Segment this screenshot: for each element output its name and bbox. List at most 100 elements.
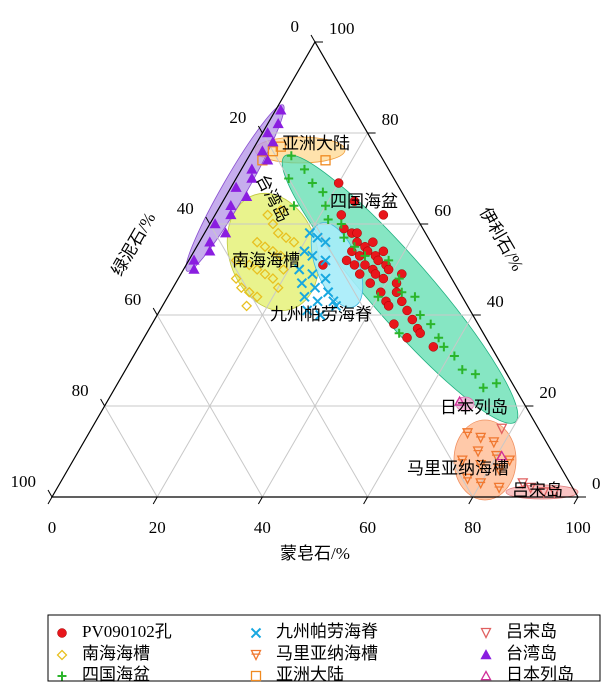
data-point [318, 187, 328, 197]
left-tick-label: 40 [177, 199, 194, 218]
tick-mark [100, 398, 106, 407]
data-point [368, 237, 378, 247]
legend-label: PV090102孔 [82, 622, 172, 641]
data-point [243, 286, 255, 298]
legend-marker [250, 627, 262, 639]
data-point [548, 487, 560, 499]
data-point [312, 296, 323, 307]
data-point [454, 395, 466, 406]
data-point [457, 365, 467, 375]
data-point [267, 273, 279, 285]
data-point [341, 255, 352, 266]
data-point [299, 164, 309, 174]
region-label: 九州帕劳海脊 [270, 305, 372, 324]
x-tick-label: 100 [565, 518, 591, 537]
data-point [304, 227, 315, 239]
right-tick-label: 100 [329, 19, 355, 38]
data-point [360, 251, 370, 261]
grid-line [261, 132, 474, 498]
data-point [241, 300, 253, 312]
x-tick-label: 0 [48, 518, 57, 537]
data-point [349, 242, 359, 252]
data-point [320, 255, 331, 266]
data-point [209, 218, 221, 229]
x-tick-label: 40 [254, 518, 271, 537]
data-point [538, 487, 550, 499]
data-point [475, 478, 487, 490]
region-label: 吕宋岛 [512, 481, 563, 500]
tick-mark [152, 496, 158, 505]
left-tick-label: 80 [72, 381, 89, 400]
data-point [289, 201, 299, 211]
tick-mark [468, 496, 474, 505]
x-tick-label: 80 [464, 518, 481, 537]
legend-marker [480, 627, 492, 639]
legend-marker [57, 628, 67, 638]
data-point [278, 264, 289, 275]
right-tick-label: 80 [382, 110, 399, 129]
data-point [259, 241, 271, 253]
data-point [378, 210, 389, 220]
ternary-frame [50, 40, 580, 498]
data-point [472, 446, 484, 458]
x-tick-label: 20 [149, 518, 166, 537]
data-point [434, 333, 444, 343]
data-point [402, 333, 412, 343]
data-point [320, 236, 331, 248]
data-point [333, 178, 344, 188]
tick-mark [573, 496, 579, 505]
data-point [284, 174, 294, 183]
left-tick-label: 0 [291, 17, 300, 36]
left-tick-label: 100 [11, 472, 37, 491]
right-tick-label: 0 [592, 474, 601, 493]
region-label: 四国海盆 [330, 192, 398, 211]
data-point [299, 246, 310, 257]
data-point [272, 227, 284, 239]
data-point [373, 292, 383, 302]
data-point [383, 301, 394, 311]
legend-marker [250, 670, 262, 682]
data-point [262, 154, 274, 165]
data-point [373, 255, 383, 266]
data-point [225, 209, 237, 220]
data-point [394, 328, 404, 338]
data-point [475, 460, 487, 472]
data-point [230, 181, 242, 192]
legend-box [47, 614, 601, 682]
left-tick-label: 60 [124, 290, 141, 309]
data-point [360, 260, 370, 270]
data-point [251, 264, 263, 275]
data-point [323, 214, 333, 224]
grid-line [261, 223, 421, 498]
legend-marker [57, 671, 67, 681]
data-point [243, 259, 255, 271]
data-point [352, 228, 362, 238]
data-point [349, 196, 360, 206]
data-point [219, 227, 232, 238]
data-point [246, 172, 258, 183]
tick-mark [310, 34, 316, 43]
data-point [312, 232, 323, 243]
data-point [301, 305, 313, 316]
data-point [491, 378, 501, 388]
data-point [384, 255, 394, 265]
data-point [439, 342, 449, 352]
data-point [230, 254, 242, 266]
data-point [493, 464, 505, 476]
data-point [470, 369, 480, 379]
legend-label: 日本列岛 [506, 665, 574, 682]
right-tick-label: 60 [434, 201, 451, 220]
data-point [315, 309, 326, 321]
data-point [259, 268, 271, 280]
data-point [275, 104, 287, 115]
data-point [280, 232, 292, 244]
tick-mark [152, 307, 158, 316]
data-point [204, 245, 216, 256]
data-point [461, 428, 474, 440]
data-point [517, 478, 529, 490]
data-point [426, 319, 436, 329]
data-point [286, 151, 296, 161]
data-point [307, 178, 317, 188]
data-point [389, 319, 399, 329]
